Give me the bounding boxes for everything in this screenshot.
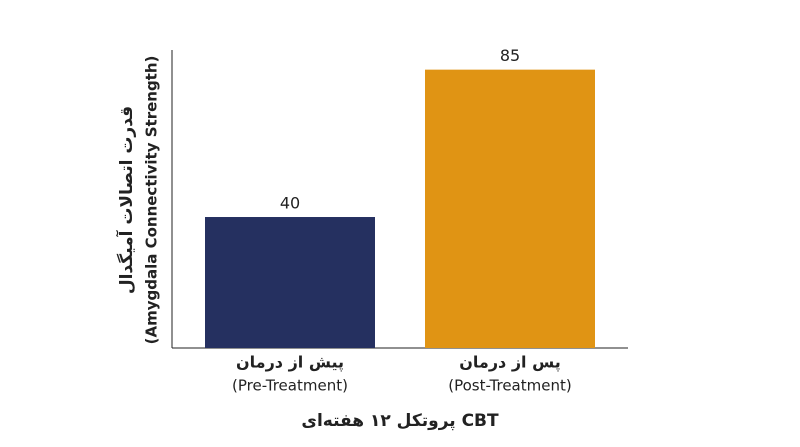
x-tick-label: (Post-Treatment) xyxy=(448,377,571,395)
bar xyxy=(425,69,595,349)
x-tick-label: پس از درمان xyxy=(459,353,560,373)
x-tick-label: (Pre-Treatment) xyxy=(232,377,348,395)
y-axis-title-line: (Amygdala Connectivity Strength) xyxy=(143,56,161,345)
data-label: 85 xyxy=(500,46,520,65)
y-axis-title: قدرت اتصالات آمیگدال (Amygdala Connectiv… xyxy=(115,56,161,345)
data-label: 40 xyxy=(280,194,300,213)
x-axis-title: پروتکل ۱۲ هفته‌ای CBT xyxy=(301,411,499,431)
bar xyxy=(205,217,375,348)
x-tick-label: پیش از درمان xyxy=(236,353,344,373)
y-axis-title-line: قدرت اتصالات آمیگدال xyxy=(115,106,137,294)
